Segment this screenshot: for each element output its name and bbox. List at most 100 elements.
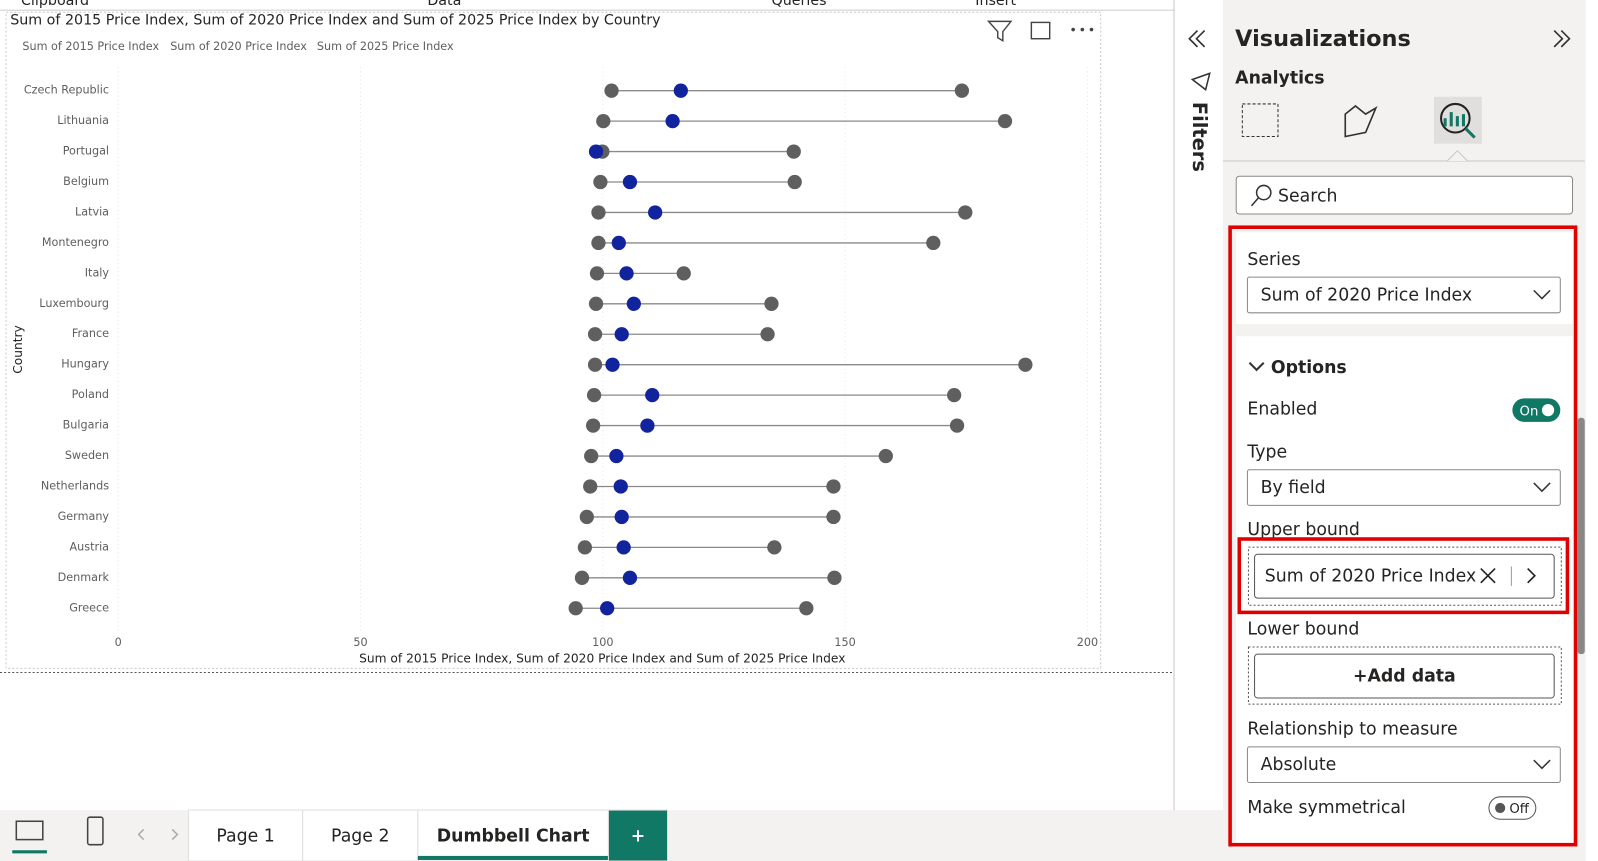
page-tab[interactable]	[302, 809, 419, 861]
series-dropdown[interactable]	[1246, 276, 1561, 314]
enabled-state: On	[1520, 405, 1539, 420]
chevron	[1533, 482, 1551, 493]
dot	[926, 235, 941, 251]
dot	[645, 388, 660, 403]
dot	[949, 418, 965, 433]
dot	[676, 266, 691, 281]
y-tick-label: Denmark	[58, 571, 110, 584]
scrollbar[interactable]	[1577, 417, 1585, 655]
build-icon[interactable]	[1241, 103, 1279, 138]
chip-arrow[interactable]	[1527, 567, 1536, 584]
y-tick-label: Montenegro	[42, 236, 109, 249]
series-label: Series	[1247, 250, 1300, 270]
y-tick-label: Luxembourg	[39, 297, 109, 310]
page-tab-label: Page 1	[216, 827, 274, 847]
x-tick-label: 0	[115, 636, 122, 649]
dot	[614, 327, 629, 342]
lower-label: Lower bound	[1247, 620, 1359, 640]
y-tick-label: Germany	[58, 510, 110, 523]
filter-pane-icon[interactable]	[1190, 72, 1211, 91]
x-axis-title: Sum of 2015 Price Index, Sum of 2020 Pri…	[359, 652, 845, 666]
dot	[826, 509, 841, 525]
expand-icon[interactable]	[1553, 29, 1571, 48]
upper-chip[interactable]	[1254, 553, 1555, 599]
dot	[760, 327, 775, 342]
chevron	[1533, 759, 1551, 770]
phone-icon[interactable]	[86, 816, 104, 846]
dot	[626, 296, 641, 311]
remove-icon[interactable]	[1480, 567, 1496, 584]
focus-icon[interactable]	[1030, 21, 1051, 40]
add-data-label: +Add data	[1353, 667, 1456, 687]
y-tick-label: Italy	[85, 266, 110, 279]
analytics-icon-bars	[1443, 112, 1476, 139]
y-tick-label: Czech Republic	[24, 84, 109, 97]
dot	[997, 113, 1013, 129]
pane-subtitle: Analytics	[1235, 68, 1324, 88]
upper-well	[1247, 546, 1562, 606]
dot	[588, 144, 604, 159]
filters-label[interactable]: Filters	[1188, 102, 1211, 172]
dot	[611, 235, 626, 251]
search-box[interactable]	[1235, 175, 1574, 215]
dot	[587, 357, 603, 372]
page-tab[interactable]	[188, 809, 304, 861]
dot	[665, 113, 680, 129]
dot	[827, 570, 842, 585]
page-tab[interactable]	[607, 809, 669, 861]
x-tick-label: 100	[592, 636, 613, 649]
relationship-label: Relationship to measure	[1247, 720, 1457, 740]
dot	[588, 296, 604, 311]
visual-header	[986, 20, 1094, 43]
desktop-icon[interactable]	[15, 820, 44, 841]
dot	[826, 479, 841, 494]
options-chevron[interactable]	[1248, 362, 1265, 372]
collapse-icon[interactable]	[1188, 29, 1206, 48]
dot	[1018, 357, 1033, 372]
upper-label: Upper bound	[1247, 520, 1359, 540]
type-dropdown[interactable]	[1246, 469, 1561, 506]
dot	[622, 570, 638, 585]
page-nav[interactable]	[137, 828, 179, 841]
filter-icon[interactable]	[986, 20, 1013, 43]
x-tick-label: 150	[834, 636, 855, 649]
dot	[587, 327, 603, 342]
highlight-box	[1237, 537, 1570, 615]
dot	[591, 235, 606, 251]
add-data-button[interactable]	[1254, 653, 1555, 699]
symmetrical-label: Make symmetrical	[1247, 798, 1405, 818]
dot	[604, 83, 619, 98]
dot	[648, 205, 663, 220]
dot	[799, 601, 814, 616]
legend-entry: Sum of 2015 Price Index	[22, 40, 159, 53]
dot	[600, 601, 615, 616]
toggle-knob	[1495, 802, 1506, 814]
dot	[947, 388, 962, 403]
pane-title: Visualizations	[1235, 26, 1411, 52]
visual-frame	[5, 11, 1102, 669]
y-tick-label: Poland	[72, 388, 109, 401]
relationship-dropdown[interactable]	[1246, 746, 1561, 784]
type-label: Type	[1246, 442, 1287, 462]
dot	[589, 266, 605, 281]
y-tick-label: Austria	[70, 540, 110, 553]
format-icon[interactable]	[1344, 104, 1378, 138]
y-tick-label: Portugal	[63, 145, 109, 158]
type-value: By field	[1261, 478, 1326, 498]
symmetrical-toggle[interactable]	[1488, 796, 1537, 820]
y-axis-title: Country	[11, 325, 25, 374]
ribbon-group: Queries	[771, 0, 826, 9]
x-tick-label: 50	[353, 636, 367, 649]
page-tab-label: +	[631, 827, 646, 847]
y-tick-label: Netherlands	[41, 479, 109, 492]
search-icon	[1255, 184, 1272, 201]
y-tick-label: France	[72, 327, 109, 340]
more-icon[interactable]	[1071, 27, 1094, 32]
symmetrical-state: Off	[1509, 802, 1529, 817]
dot	[878, 448, 893, 464]
options-header[interactable]: Options	[1271, 358, 1347, 378]
dot	[579, 509, 594, 525]
legend-entry: Sum of 2020 Price Index	[170, 40, 307, 53]
page-tab[interactable]	[417, 809, 609, 861]
